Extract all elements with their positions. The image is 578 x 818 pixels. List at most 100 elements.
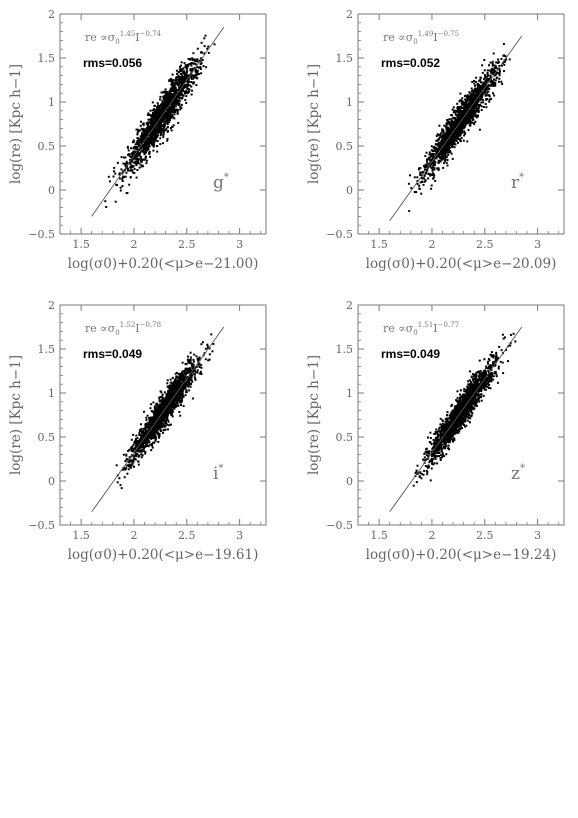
data-point <box>169 410 172 413</box>
data-point <box>474 115 477 118</box>
data-point <box>179 70 182 73</box>
data-point <box>181 72 184 75</box>
data-point <box>152 131 155 134</box>
data-point <box>131 158 134 161</box>
data-point <box>445 137 448 140</box>
data-point <box>138 154 141 157</box>
data-point <box>182 87 185 90</box>
data-point <box>151 117 154 120</box>
data-point <box>126 167 129 170</box>
x-tick-label: 3 <box>236 238 243 251</box>
data-point <box>170 115 173 118</box>
data-point <box>128 155 131 158</box>
data-point <box>450 118 453 121</box>
data-point <box>135 162 138 165</box>
data-point <box>174 93 177 96</box>
data-point <box>476 87 479 90</box>
data-point <box>445 129 448 132</box>
data-point <box>149 443 152 446</box>
data-point <box>444 145 447 148</box>
data-point <box>143 436 145 439</box>
data-point <box>166 379 169 382</box>
data-point <box>146 141 148 144</box>
data-point <box>466 140 469 143</box>
data-point <box>171 84 173 87</box>
data-point <box>470 116 473 119</box>
data-point <box>172 82 175 85</box>
data-point <box>174 102 176 104</box>
data-point <box>189 375 192 378</box>
data-point <box>447 149 450 152</box>
data-point <box>173 113 176 116</box>
data-point <box>441 144 444 147</box>
data-point <box>451 131 453 134</box>
data-point <box>140 427 143 430</box>
data-point <box>484 76 487 79</box>
data-point <box>182 71 185 74</box>
data-point <box>154 117 157 120</box>
data-point <box>133 454 136 457</box>
data-point <box>409 174 411 177</box>
data-point <box>458 116 461 119</box>
data-point <box>159 143 162 146</box>
data-point <box>153 125 155 128</box>
data-point <box>429 158 432 161</box>
data-point <box>469 98 472 101</box>
data-point <box>142 450 145 453</box>
data-point <box>212 343 215 345</box>
data-point <box>446 120 449 123</box>
y-tick-label: 2 <box>346 8 353 21</box>
data-point <box>470 99 472 102</box>
data-point <box>166 113 168 116</box>
data-point <box>189 367 192 370</box>
data-point <box>429 153 432 156</box>
data-point <box>164 109 167 112</box>
data-point <box>497 60 500 63</box>
data-point <box>408 210 411 212</box>
data-point <box>176 108 179 111</box>
data-point <box>428 156 430 159</box>
y-tick-label: 0.5 <box>38 140 56 153</box>
x-tick-label: 2.5 <box>178 529 196 542</box>
data-point <box>439 152 442 154</box>
data-point <box>125 453 128 456</box>
data-point <box>159 430 162 432</box>
data-point <box>131 462 134 465</box>
data-point <box>165 419 168 422</box>
data-point <box>199 63 202 66</box>
data-point <box>188 378 191 381</box>
data-point <box>446 159 449 161</box>
data-point <box>167 112 170 115</box>
data-point <box>154 109 157 112</box>
data-point <box>147 432 150 435</box>
data-point <box>159 390 162 393</box>
data-point <box>459 123 462 126</box>
x-tick-label: 2 <box>130 529 137 542</box>
data-point <box>173 86 175 89</box>
y-tick-label: 1 <box>346 96 353 109</box>
data-point <box>477 88 480 91</box>
data-point <box>484 91 487 94</box>
data-point <box>163 116 166 119</box>
data-point <box>124 165 127 167</box>
data-point <box>176 78 179 81</box>
data-point <box>135 141 138 144</box>
data-point <box>174 79 177 82</box>
data-point <box>132 465 135 468</box>
data-point <box>147 118 150 121</box>
data-point <box>498 72 501 75</box>
data-point <box>447 127 449 130</box>
data-point <box>490 97 493 100</box>
data-point <box>488 95 491 98</box>
data-point <box>182 79 185 82</box>
data-point <box>190 62 193 64</box>
data-point <box>481 94 484 97</box>
data-point <box>454 143 457 146</box>
data-point <box>473 82 476 85</box>
data-point <box>187 385 190 388</box>
data-point <box>424 179 427 182</box>
data-point <box>407 182 410 185</box>
data-point <box>136 133 139 136</box>
data-point <box>193 353 196 356</box>
